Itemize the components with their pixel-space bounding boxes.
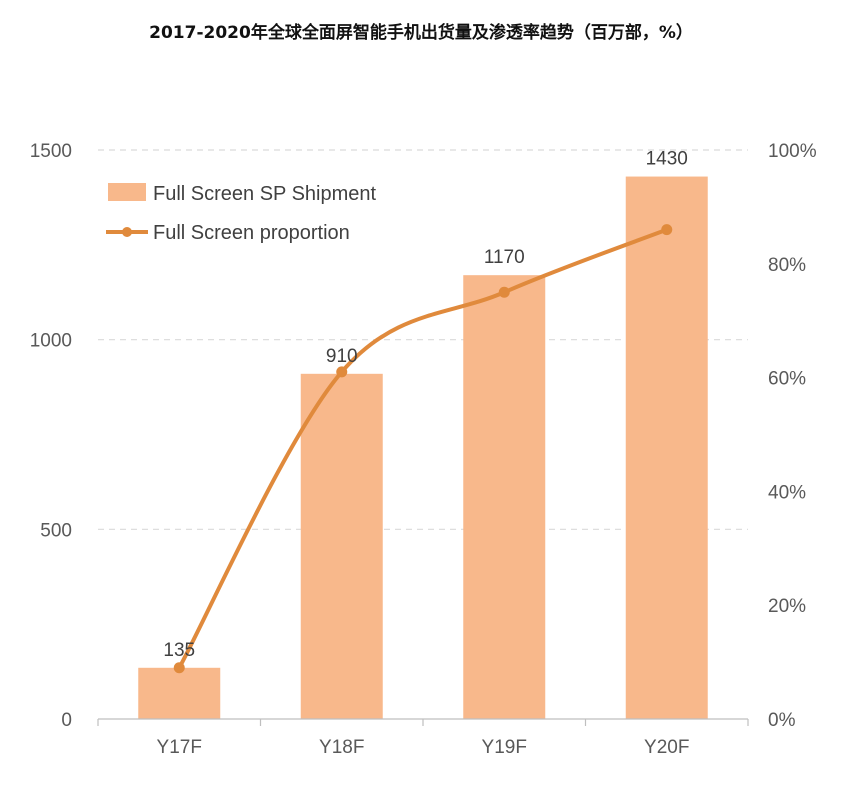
y-left-tick-label: 500	[40, 520, 72, 541]
x-tick-label: Y18F	[319, 737, 364, 758]
legend-label-proportion: Full Screen proportion	[153, 222, 350, 244]
legend-swatch-shipment	[108, 183, 146, 201]
data-label: 1170	[484, 247, 525, 268]
x-tick-label: Y20F	[644, 737, 689, 758]
data-label: 1430	[646, 149, 688, 170]
data-label: 910	[326, 346, 358, 367]
bar	[625, 176, 708, 719]
line-series	[173, 224, 673, 674]
bar	[138, 667, 221, 719]
chart-title: 2017-2020年全球全面屏智能手机出货量及渗透率趋势（百万部，%）	[149, 23, 693, 43]
y-left-tick-label: 0	[61, 710, 72, 731]
legend: Full Screen SP Shipment Full Screen prop…	[106, 183, 377, 244]
y-right-tick-label: 80%	[768, 255, 806, 276]
proportion-line	[177, 227, 669, 670]
proportion-point	[498, 286, 510, 298]
x-tick-label: Y17F	[157, 737, 202, 758]
legend-swatch-proportion-marker	[122, 227, 132, 237]
y-left-tick-label: 1000	[30, 331, 72, 352]
proportion-point	[336, 366, 348, 378]
bar	[463, 275, 546, 719]
proportion-point	[661, 224, 673, 236]
y-right-tick-label: 100%	[768, 141, 817, 162]
y-right-tick-label: 40%	[768, 482, 806, 503]
y-right-tick-label: 0%	[768, 710, 796, 731]
axes: 0 500 1000 1500 0% 20% 40% 60% 80% 100% Y17F Y18F Y1…	[30, 141, 817, 758]
y-right-tick-label: 60%	[768, 369, 806, 390]
legend-label-shipment: Full Screen SP Shipment	[153, 183, 377, 205]
data-labels: 135 910 1170 1430	[163, 149, 687, 661]
data-label: 135	[163, 640, 195, 661]
y-right-tick-label: 20%	[768, 596, 806, 617]
proportion-point	[173, 662, 185, 674]
bar	[300, 373, 383, 719]
x-tick-label: Y19F	[482, 737, 527, 758]
y-left-tick-label: 1500	[30, 141, 72, 162]
bar-series	[138, 176, 708, 719]
